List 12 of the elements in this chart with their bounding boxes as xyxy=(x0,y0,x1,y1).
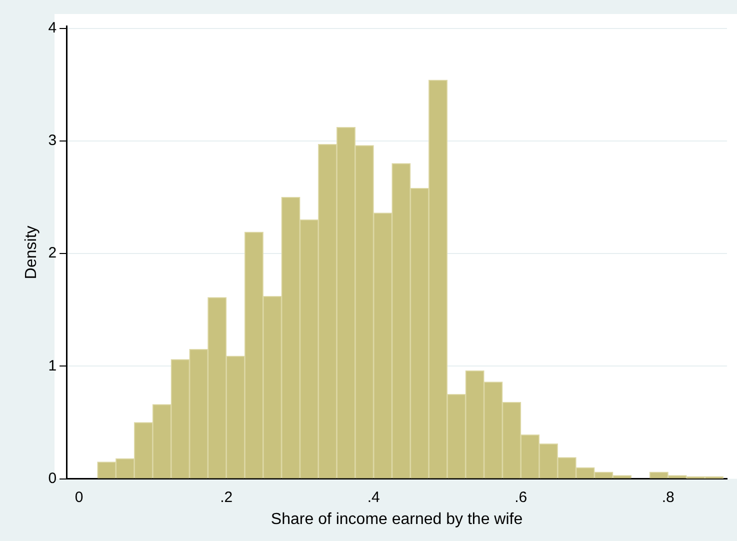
y-tick-label: 0 xyxy=(48,470,57,487)
x-tick-label: .6 xyxy=(514,488,528,506)
y-axis-title: Density xyxy=(23,226,40,280)
y-tick-label: 4 xyxy=(48,19,57,36)
x-tick-label: .8 xyxy=(662,488,674,506)
y-tick-label: 2 xyxy=(48,244,57,262)
x-tick-label: 0 xyxy=(74,488,84,506)
x-tick-label: .2 xyxy=(220,488,233,506)
y-tick-label: 1 xyxy=(48,357,57,374)
y-tick-label: 3 xyxy=(48,132,57,150)
x-axis-title: Share of income earned by the wife xyxy=(270,510,523,528)
x-tick-label: .4 xyxy=(367,488,380,506)
